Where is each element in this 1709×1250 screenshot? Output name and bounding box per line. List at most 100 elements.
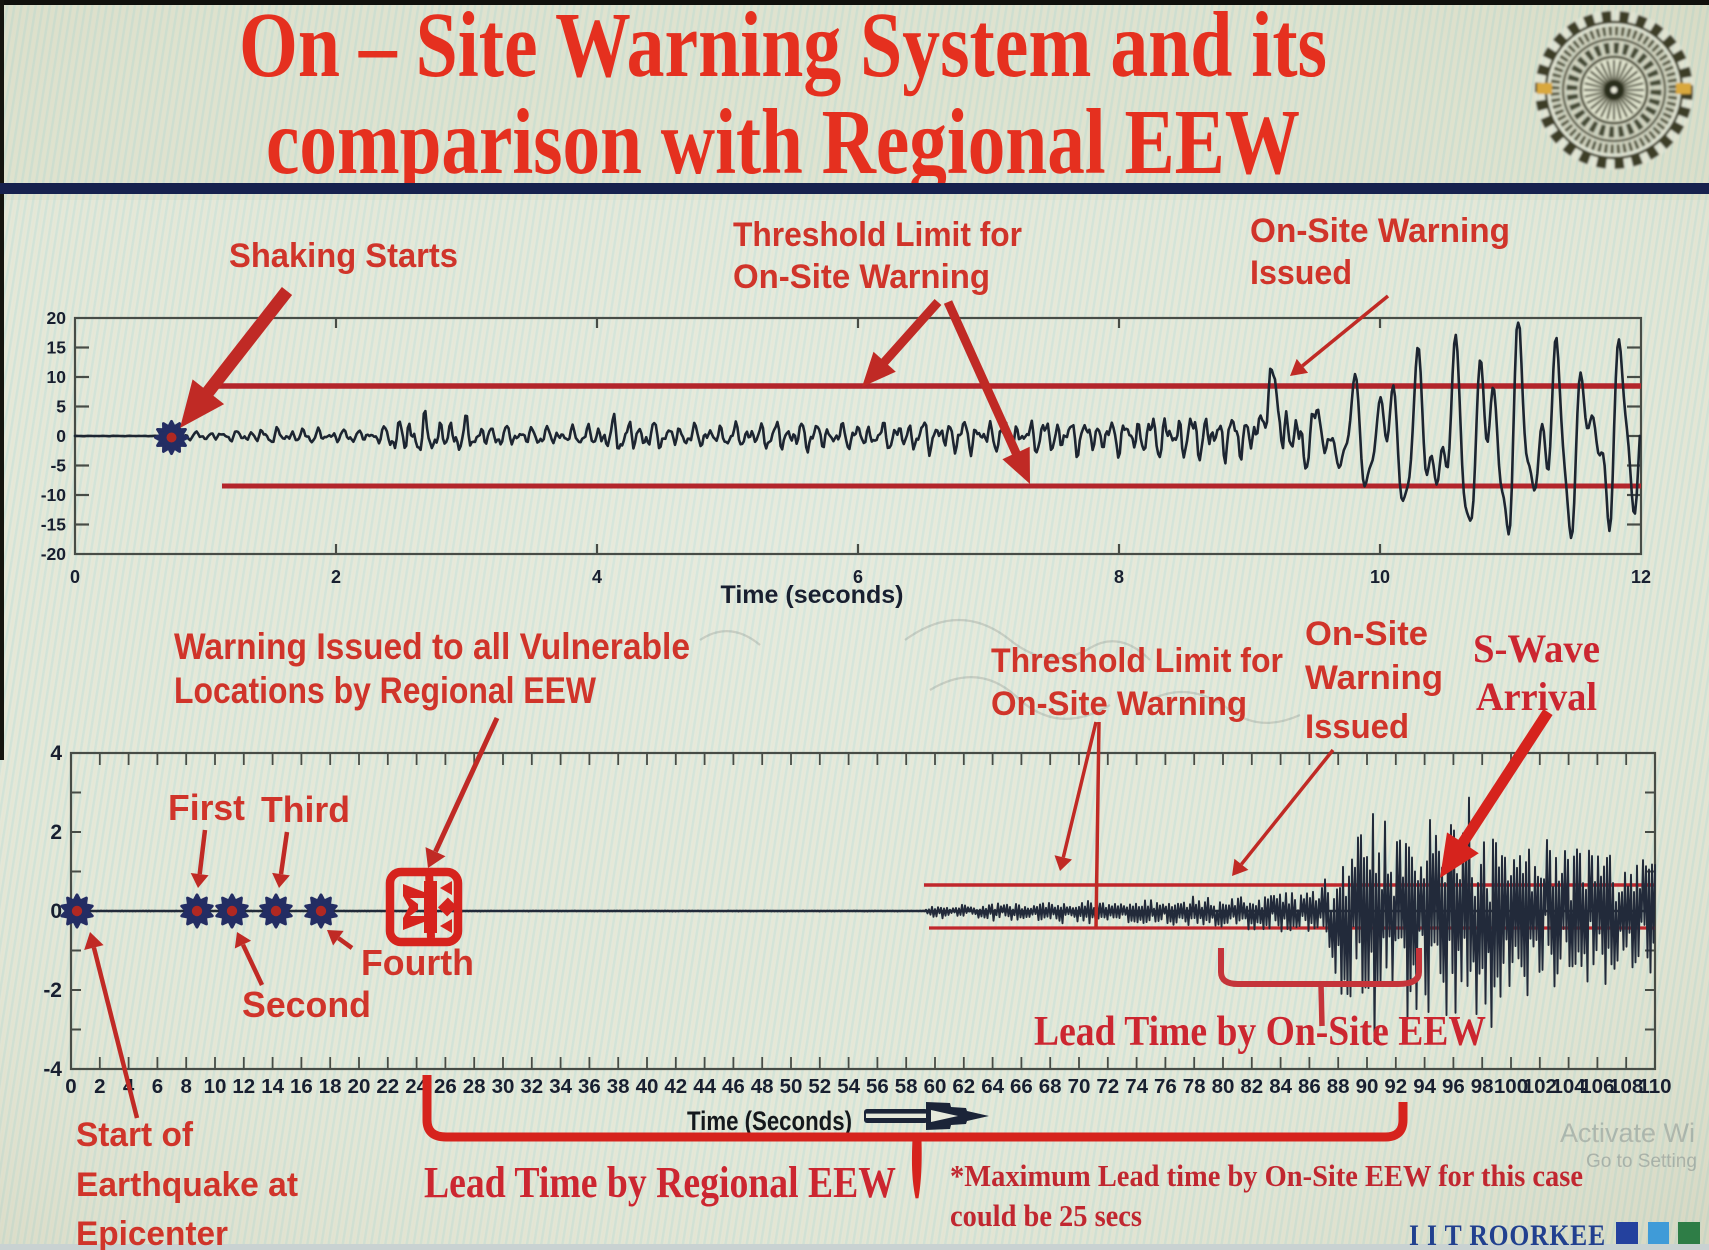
svg-text:12: 12: [1631, 567, 1651, 587]
svg-text:comparison with Regional EEW: comparison with Regional EEW: [266, 91, 1300, 194]
svg-text:28: 28: [463, 1075, 486, 1098]
svg-text:On-Site Warning: On-Site Warning: [733, 258, 990, 296]
svg-text:104: 104: [1551, 1075, 1586, 1098]
svg-text:0: 0: [70, 567, 80, 587]
svg-text:First: First: [168, 787, 245, 828]
svg-text:72: 72: [1096, 1075, 1119, 1098]
svg-text:8: 8: [1114, 567, 1124, 587]
svg-text:Locations by Regional EEW: Locations by Regional EEW: [174, 670, 596, 711]
svg-text:8: 8: [180, 1075, 191, 1098]
svg-text:On-Site: On-Site: [1305, 615, 1428, 653]
svg-text:Warning Issued to all Vulnerab: Warning Issued to all Vulnerable: [174, 626, 690, 667]
svg-text:20: 20: [348, 1075, 371, 1098]
svg-text:78: 78: [1183, 1075, 1206, 1098]
svg-text:Threshold Limit for: Threshold Limit for: [991, 642, 1283, 680]
svg-text:68: 68: [1039, 1075, 1062, 1098]
svg-text:Lead Time by On-Site EEW: Lead Time by On-Site EEW: [1034, 1009, 1486, 1055]
svg-text:86: 86: [1298, 1075, 1321, 1098]
svg-text:Fourth: Fourth: [361, 942, 474, 983]
svg-text:32: 32: [520, 1075, 543, 1098]
svg-text:102: 102: [1523, 1075, 1557, 1098]
svg-text:84: 84: [1269, 1075, 1292, 1098]
svg-text:36: 36: [578, 1075, 601, 1098]
svg-text:Activate Wi: Activate Wi: [1560, 1118, 1695, 1148]
svg-text:26: 26: [434, 1075, 457, 1098]
svg-text:Second: Second: [242, 984, 371, 1025]
svg-text:30: 30: [492, 1075, 515, 1098]
svg-text:-20: -20: [41, 544, 67, 564]
svg-text:46: 46: [722, 1075, 745, 1098]
svg-text:34: 34: [549, 1075, 572, 1098]
svg-text:On-Site Warning: On-Site Warning: [1250, 212, 1510, 250]
svg-text:-10: -10: [41, 485, 67, 505]
svg-text:56: 56: [866, 1075, 889, 1098]
svg-text:Arrival: Arrival: [1476, 674, 1597, 719]
svg-text:64: 64: [981, 1075, 1004, 1098]
svg-text:50: 50: [780, 1075, 803, 1098]
svg-text:6: 6: [853, 567, 863, 587]
svg-text:Go to Setting: Go to Setting: [1586, 1151, 1697, 1172]
svg-text:110: 110: [1638, 1075, 1671, 1098]
svg-text:Third: Third: [261, 789, 350, 830]
svg-text:4: 4: [50, 742, 62, 765]
svg-text:2: 2: [94, 1075, 105, 1098]
svg-text:40: 40: [636, 1075, 659, 1098]
svg-text:52: 52: [808, 1075, 831, 1098]
svg-text:62: 62: [952, 1075, 975, 1098]
svg-text:10: 10: [204, 1075, 227, 1098]
svg-text:0: 0: [65, 1075, 76, 1098]
svg-text:76: 76: [1154, 1075, 1177, 1098]
svg-text:14: 14: [261, 1075, 284, 1098]
svg-text:94: 94: [1413, 1075, 1436, 1098]
svg-text:42: 42: [664, 1075, 687, 1098]
svg-text:10: 10: [47, 367, 67, 387]
svg-text:70: 70: [1068, 1075, 1091, 1098]
svg-text:12: 12: [232, 1075, 255, 1098]
svg-text:18: 18: [319, 1075, 342, 1098]
svg-text:96: 96: [1442, 1075, 1465, 1098]
svg-text:54: 54: [837, 1075, 860, 1098]
svg-text:15: 15: [47, 338, 67, 358]
svg-text:I I T ROORKEE: I I T ROORKEE: [1409, 1219, 1606, 1250]
svg-text:On – Site Warning System and i: On – Site Warning System and its: [239, 0, 1327, 97]
svg-text:66: 66: [1010, 1075, 1033, 1098]
svg-text:90: 90: [1356, 1075, 1379, 1098]
svg-text:106: 106: [1580, 1075, 1614, 1098]
svg-text:2: 2: [331, 567, 341, 587]
svg-text:-15: -15: [41, 515, 67, 535]
svg-text:100: 100: [1494, 1075, 1528, 1098]
svg-text:On-Site Warning: On-Site Warning: [991, 685, 1247, 723]
svg-text:108: 108: [1609, 1075, 1643, 1098]
svg-text:Time (Seconds): Time (Seconds): [687, 1106, 852, 1136]
svg-text:22: 22: [376, 1075, 399, 1098]
svg-text:-2: -2: [43, 979, 62, 1002]
svg-text:-5: -5: [50, 456, 66, 476]
svg-text:4: 4: [592, 567, 602, 587]
svg-text:58: 58: [895, 1075, 918, 1098]
svg-text:20: 20: [47, 308, 67, 328]
svg-text:Threshold Limit for: Threshold Limit for: [733, 216, 1022, 254]
svg-text:Epicenter: Epicenter: [76, 1215, 228, 1250]
svg-text:98: 98: [1471, 1075, 1494, 1098]
svg-text:Issued: Issued: [1305, 708, 1409, 746]
svg-text:88: 88: [1327, 1075, 1350, 1098]
svg-text:Time (seconds): Time (seconds): [721, 581, 904, 609]
svg-text:10: 10: [1370, 567, 1390, 587]
svg-text:0: 0: [50, 900, 62, 923]
svg-text:74: 74: [1125, 1075, 1148, 1098]
svg-text:0: 0: [56, 426, 66, 446]
svg-text:Start of: Start of: [76, 1116, 194, 1154]
svg-text:6: 6: [152, 1075, 163, 1098]
svg-text:S-Wave: S-Wave: [1473, 626, 1600, 671]
svg-text:Warning: Warning: [1305, 659, 1443, 697]
svg-text:16: 16: [290, 1075, 313, 1098]
svg-text:5: 5: [56, 397, 66, 417]
svg-text:-4: -4: [43, 1058, 62, 1081]
svg-text:44: 44: [693, 1075, 716, 1098]
svg-text:Lead Time by Regional EEW: Lead Time by Regional EEW: [424, 1158, 896, 1207]
svg-text:*Maximum Lead time by On-Site: *Maximum Lead time by On-Site EEW for th…: [950, 1158, 1583, 1193]
svg-text:Earthquake at: Earthquake at: [76, 1166, 298, 1204]
svg-text:38: 38: [607, 1075, 630, 1098]
svg-text:82: 82: [1240, 1075, 1263, 1098]
svg-text:48: 48: [751, 1075, 774, 1098]
